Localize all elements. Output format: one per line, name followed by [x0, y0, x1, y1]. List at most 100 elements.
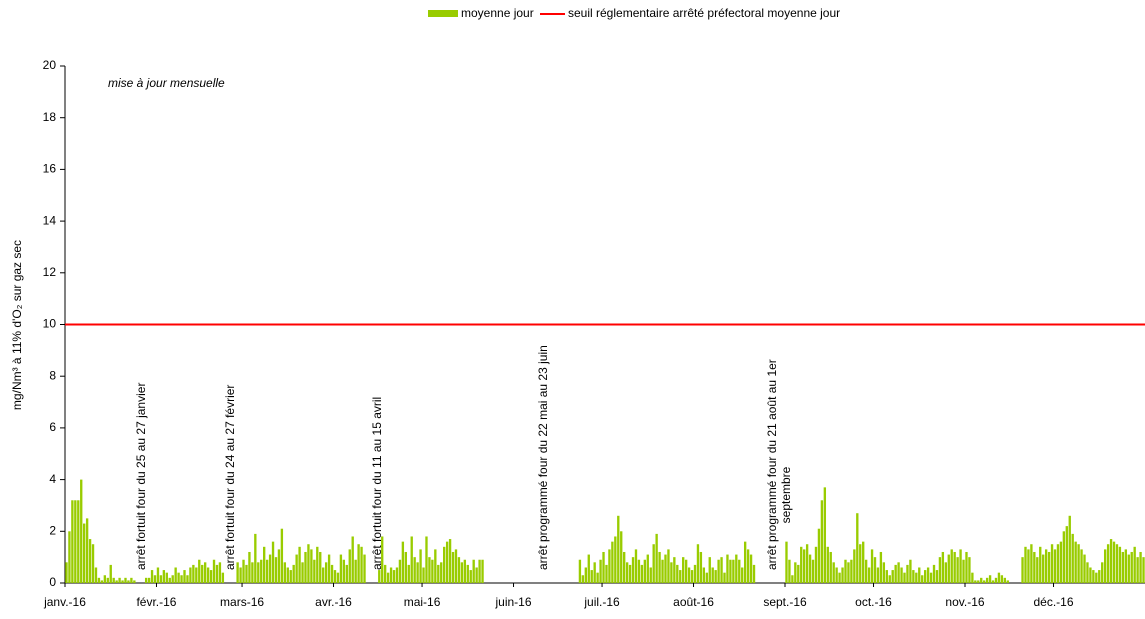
bar: [1059, 541, 1063, 583]
bar: [1098, 570, 1101, 583]
bar: [667, 549, 670, 583]
bar: [389, 567, 393, 583]
bar: [841, 567, 844, 583]
bar: [643, 559, 647, 583]
bar: [1101, 562, 1104, 583]
bar: [625, 562, 629, 583]
bar: [921, 575, 924, 583]
bar: [239, 567, 242, 583]
bar: [870, 549, 874, 583]
bar: [398, 559, 402, 583]
bar: [903, 572, 906, 583]
y-tick-label: 18: [43, 110, 57, 124]
bar: [422, 567, 425, 583]
bar: [726, 554, 729, 583]
bar: [183, 570, 186, 583]
bar: [862, 541, 865, 583]
x-tick-label: févr.-16: [136, 595, 176, 609]
bar: [407, 564, 410, 583]
bar: [1106, 544, 1110, 583]
bar: [1086, 562, 1089, 583]
bar: [195, 567, 198, 583]
bar: [88, 539, 92, 583]
bar: [614, 536, 617, 583]
bar: [100, 580, 104, 583]
bar: [381, 536, 384, 583]
bar: [118, 577, 121, 583]
bar: [670, 562, 673, 583]
bar: [711, 567, 714, 583]
bar: [811, 559, 815, 583]
bar: [599, 559, 602, 583]
y-tick-label: 0: [49, 575, 56, 589]
bar: [1095, 572, 1098, 583]
bar: [900, 567, 903, 583]
bar: [693, 564, 697, 583]
bar: [985, 577, 989, 583]
bar: [460, 562, 464, 583]
bar: [319, 551, 322, 583]
bar: [351, 536, 354, 583]
bar: [85, 518, 89, 583]
bar: [83, 523, 86, 583]
bar: [1139, 551, 1142, 583]
bar: [1027, 549, 1030, 583]
y-tick-label: 16: [43, 162, 57, 176]
bar: [820, 500, 824, 583]
bar: [1127, 554, 1130, 583]
bar: [1071, 533, 1074, 583]
bar: [268, 554, 272, 583]
y-tick-label: 14: [43, 213, 57, 227]
x-tick-label: juil.-16: [583, 595, 620, 609]
bar: [168, 577, 171, 583]
bar: [1089, 567, 1092, 583]
bar: [823, 487, 827, 583]
x-tick-label: mars-16: [220, 595, 264, 609]
bar: [1024, 546, 1027, 583]
bar: [699, 551, 703, 583]
note: mise à jour mensuelle: [108, 76, 225, 90]
bar: [218, 562, 222, 583]
bar: [797, 564, 800, 583]
bar: [383, 564, 387, 583]
bar: [590, 570, 593, 583]
bar: [333, 570, 337, 583]
bar: [431, 559, 434, 583]
bar: [947, 554, 950, 583]
bar: [147, 577, 151, 583]
bar: [286, 567, 289, 583]
bar: [977, 580, 980, 583]
annotation: arrêt programmé four du 21 août au 1er: [765, 359, 779, 570]
bar: [593, 562, 596, 583]
bar: [1065, 526, 1068, 583]
bar: [741, 567, 744, 583]
bar: [935, 570, 939, 583]
bar: [156, 567, 160, 583]
bar: [144, 577, 148, 583]
bar: [894, 564, 897, 583]
bar: [906, 564, 909, 583]
bar: [879, 551, 883, 583]
bar: [941, 551, 945, 583]
bar: [103, 575, 107, 583]
y-tick-label: 4: [49, 472, 56, 486]
bar: [983, 580, 986, 583]
bar: [348, 549, 351, 583]
bar: [752, 564, 756, 583]
bar: [926, 567, 930, 583]
bar: [1121, 551, 1125, 583]
bar: [472, 559, 475, 583]
bar: [162, 570, 166, 583]
bar: [434, 549, 437, 583]
bar: [265, 559, 269, 583]
bar: [749, 554, 753, 583]
bar: [404, 551, 407, 583]
bar: [153, 575, 157, 583]
bar: [682, 557, 685, 583]
bar: [1130, 551, 1133, 583]
bar: [283, 562, 287, 583]
bar: [832, 562, 835, 583]
bar: [301, 562, 304, 583]
bar: [932, 564, 936, 583]
bar: [853, 549, 856, 583]
